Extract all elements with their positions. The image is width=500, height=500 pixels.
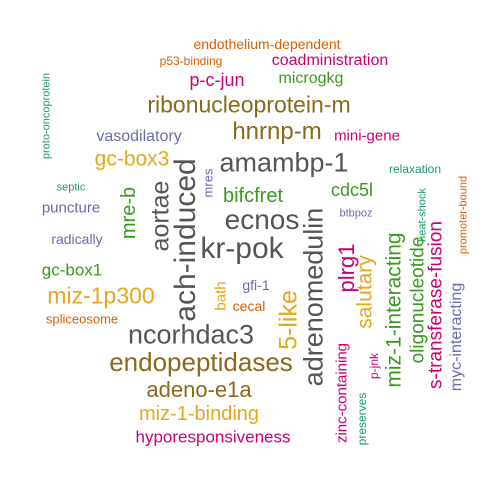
word-zinc-containing: zinc-containing [333, 342, 351, 444]
word-radically: radically [51, 231, 103, 247]
word-endopeptidases: endopeptidases [109, 347, 293, 377]
word-promoter-bound: promoter-bound [457, 175, 470, 255]
word-ach-induced: ach-induced [169, 158, 202, 322]
word-ncorhdac3: ncorhdac3 [127, 319, 255, 350]
word-miz-1p300: miz-1p300 [47, 282, 155, 309]
word-mre-b: mre-b [118, 186, 140, 240]
word-btbpoz: btbpoz [339, 207, 373, 220]
word-ecnos: ecnos [224, 204, 300, 235]
word-myc-interacting: myc-interacting [448, 282, 465, 392]
word-gfi-1: gfi-1 [242, 277, 270, 293]
word-bifcfret: bifcfret [222, 185, 284, 207]
word-p53-binding: p53-binding [159, 54, 223, 68]
word-p-jnk: p-jnk [367, 352, 381, 380]
word-5-like: 5-like [274, 290, 303, 350]
word-hyporesponsiveness: hyporesponsiveness [135, 427, 291, 447]
word-relaxation: relaxation [388, 162, 442, 176]
word-miz-1-binding: miz-1-binding [138, 403, 260, 425]
word-mini-gene: mini-gene [334, 127, 400, 145]
word-adeno-e1a: adeno-e1a [146, 377, 252, 402]
word-preserves: preserves [355, 392, 369, 446]
word-hnrnp-m: hnrnp-m [232, 118, 322, 145]
word-kr-pok: kr-pok [200, 232, 284, 265]
word-ribonucleoprotein-m: ribonucleoprotein-m [147, 91, 351, 118]
word-amambp-1: amambp-1 [219, 147, 349, 178]
word-gc-box3: gc-box3 [94, 147, 170, 171]
word-puncture: puncture [41, 199, 101, 217]
word-proto-oncoprotein: proto-oncoprotein [40, 72, 53, 160]
word-mres: mres [200, 168, 216, 198]
word-microgkg: microgkg [278, 70, 344, 87]
word-spliceosome: spliceosome [45, 311, 119, 327]
word-septic: septic [56, 181, 86, 194]
word-bath: bath [212, 281, 230, 311]
word-miz-1-interacting: miz-1-interacting [382, 232, 406, 388]
word-salutary: salutary [353, 255, 377, 329]
word-cecal: cecal [232, 298, 266, 314]
word-vasodilatory: vasodilatory [96, 128, 182, 145]
word-s-transferase-fusion: s-transferase-fusion [425, 221, 447, 389]
word-cdc5l: cdc5l [330, 180, 374, 200]
word-gc-box1: gc-box1 [41, 260, 103, 280]
word-p-c-jun: p-c-jun [189, 70, 245, 90]
word-coadministration: coadministration [271, 52, 389, 69]
word-endothelium-dependent: endothelium-dependent [193, 36, 341, 52]
word-adrenomedulin: adrenomedulin [298, 207, 329, 387]
